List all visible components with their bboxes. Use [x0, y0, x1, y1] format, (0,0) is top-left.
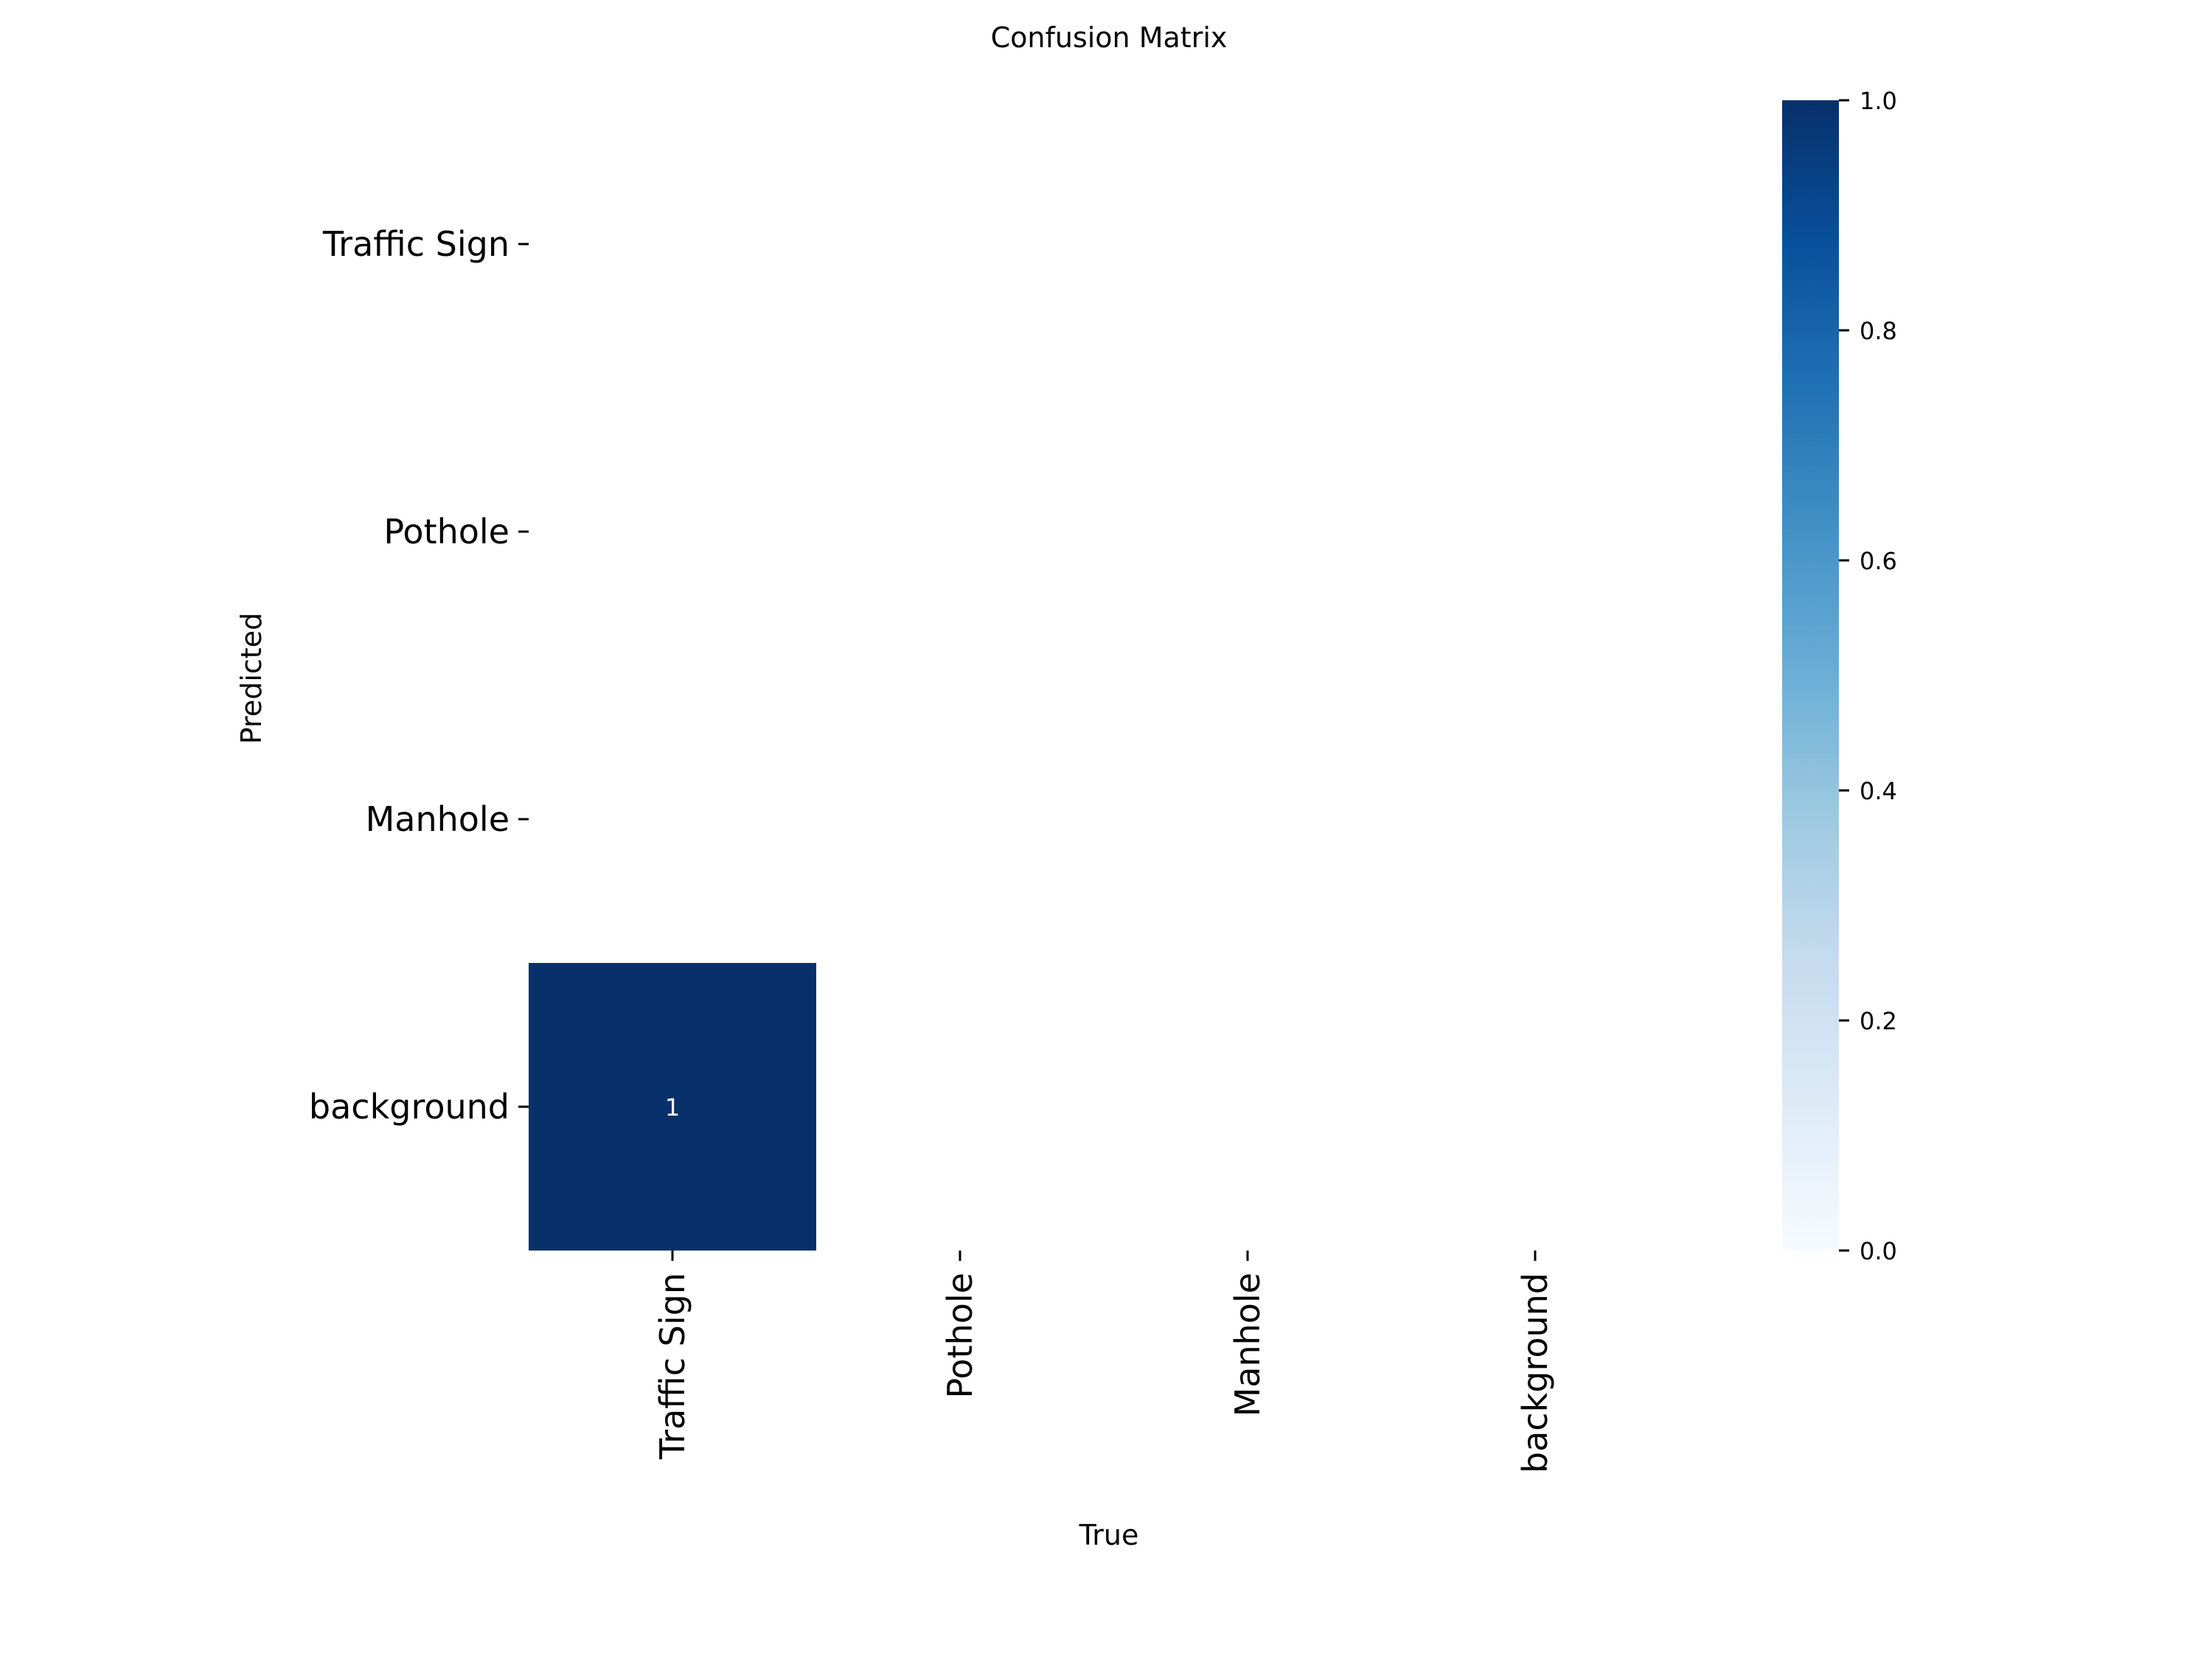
y-axis-label: Predicted — [235, 613, 268, 744]
colorbar-tick-label: 1.0 — [1860, 87, 1897, 115]
heatmap-cells: 1 — [529, 963, 816, 1251]
colorbar-tick-label: 0.2 — [1860, 1007, 1897, 1035]
x-ticks: Traffic Sign Pothole Manhole background — [653, 1251, 1555, 1473]
heatmap-cell — [529, 963, 816, 1251]
x-tick-label: Traffic Sign — [653, 1273, 692, 1460]
chart-title: Confusion Matrix — [991, 21, 1228, 54]
colorbar-ticks: 0.0 0.2 0.4 0.6 0.8 1.0 — [1839, 87, 1897, 1265]
cell-annotation: 1 — [665, 1093, 680, 1121]
x-tick-label: Manhole — [1228, 1273, 1267, 1416]
colorbar-tick-label: 0.6 — [1860, 547, 1897, 575]
y-tick-label: background — [309, 1087, 509, 1127]
colorbar-tick-label: 0.0 — [1860, 1237, 1897, 1265]
y-tick-label: Pothole — [383, 512, 509, 552]
colorbar-tick-label: 0.4 — [1860, 777, 1897, 805]
x-tick-label: background — [1515, 1273, 1555, 1473]
x-axis-label: True — [1079, 1519, 1139, 1551]
y-ticks: Traffic Sign Pothole Manhole background — [309, 224, 529, 1127]
x-tick-label: Pothole — [940, 1273, 980, 1399]
colorbar-tick-label: 0.8 — [1860, 317, 1897, 345]
y-tick-label: Traffic Sign — [322, 224, 509, 264]
y-tick-label: Manhole — [366, 799, 509, 839]
colorbar — [1782, 100, 1839, 1251]
